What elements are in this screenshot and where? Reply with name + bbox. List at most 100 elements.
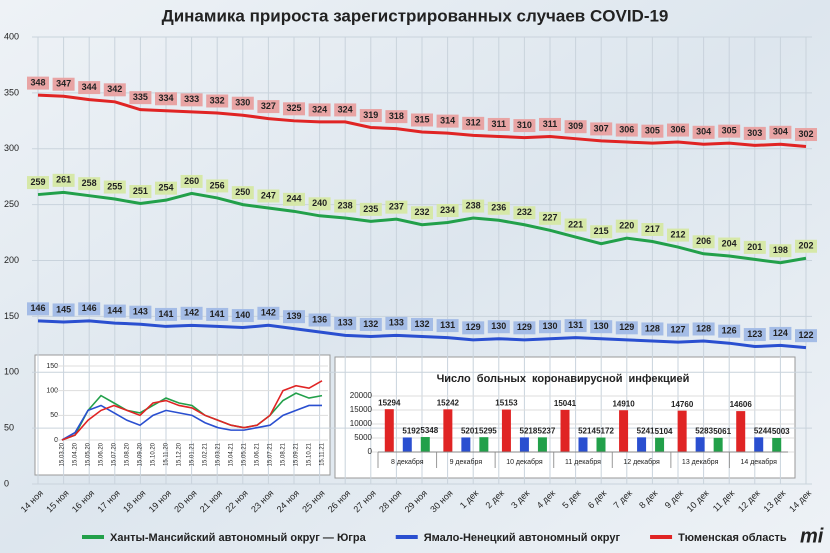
data-label: 124 (773, 328, 788, 338)
x-tick-label: 15.03.21 (216, 442, 222, 466)
data-label-box (231, 186, 254, 200)
data-label: 255 (107, 181, 122, 191)
x-tick-label: 15.05.20 (86, 442, 92, 466)
bar (754, 437, 764, 452)
data-label-box (359, 109, 382, 123)
data-label: 344 (82, 82, 97, 92)
data-label-box (206, 179, 229, 193)
data-label: 227 (542, 213, 557, 223)
series-line (61, 380, 323, 441)
bar (596, 437, 606, 452)
data-label: 5283 (695, 426, 713, 435)
bar (402, 437, 412, 452)
data-label-box (103, 180, 126, 194)
x-tick-label: 15.02.21 (203, 442, 209, 466)
data-label: 238 (338, 200, 353, 210)
data-label-box (155, 307, 177, 321)
bar (655, 437, 665, 452)
x-tick-label: 15.03.20 (60, 442, 66, 466)
data-label-box (257, 189, 280, 203)
bar (479, 437, 489, 452)
data-label-box (692, 125, 715, 139)
data-label: 314 (440, 115, 455, 125)
x-tick-label: 8 декабря (391, 458, 424, 466)
data-label-box (155, 181, 177, 195)
data-label-box (359, 202, 382, 216)
series-line (37, 319, 807, 350)
data-label-box (334, 103, 357, 117)
data-label: 325 (286, 103, 301, 113)
data-label-box (539, 117, 561, 131)
bar (443, 409, 453, 452)
data-label-box (769, 125, 792, 139)
bar (619, 410, 629, 452)
y-tick-label: 5000 (354, 433, 372, 442)
y-tick-label: 400 (4, 31, 19, 41)
data-label: 136 (312, 314, 327, 324)
legend-label: Тюменская область (678, 532, 787, 544)
data-label-box (769, 244, 792, 258)
data-label: 130 (594, 321, 609, 331)
data-label-box (590, 122, 613, 136)
data-label-box (385, 200, 408, 214)
data-label: 145 (56, 304, 71, 314)
data-label: 347 (56, 79, 71, 89)
data-label: 315 (414, 114, 429, 124)
data-label-box (385, 316, 408, 330)
data-label: 129 (619, 322, 634, 332)
data-label: 141 (210, 309, 225, 319)
x-tick-label: 14 декабря (740, 458, 777, 466)
bar (578, 437, 588, 452)
x-tick-label: 15.08.20 (125, 442, 131, 466)
data-label-box (539, 320, 561, 334)
y-tick-label: 50 (4, 423, 14, 433)
y-tick-label: 50 (50, 412, 58, 419)
x-tick-label: 12 декабря (623, 458, 660, 466)
data-label: 202 (798, 241, 813, 251)
data-label: 15153 (495, 399, 518, 408)
data-label: 237 (389, 202, 404, 212)
bar (537, 437, 547, 452)
data-label: 130 (542, 321, 557, 331)
data-label: 123 (747, 329, 762, 339)
x-tick-label: 15.07.20 (112, 442, 118, 466)
data-label-box (180, 306, 203, 320)
data-label: 261 (56, 175, 71, 185)
data-label: 131 (440, 320, 455, 330)
data-label-box (743, 328, 766, 342)
data-label: 14606 (730, 400, 753, 409)
data-label: 206 (696, 236, 711, 246)
data-label: 5241 (637, 426, 655, 435)
data-label-box (155, 92, 177, 106)
data-label: 238 (466, 200, 481, 210)
bar (772, 437, 782, 452)
data-label-box (334, 199, 357, 213)
data-label-box (743, 240, 766, 254)
data-label: 310 (517, 120, 532, 130)
data-label-box (129, 185, 152, 199)
data-label-box (180, 174, 203, 188)
data-label-box (103, 304, 126, 318)
data-label-box (308, 313, 331, 327)
data-label-box (667, 123, 689, 137)
data-label-box (564, 319, 587, 333)
data-label-box (27, 302, 49, 316)
data-label-box (231, 309, 254, 323)
data-label: 5201 (461, 427, 479, 436)
data-label: 139 (286, 311, 301, 321)
data-label: 143 (133, 307, 148, 317)
data-label: 244 (286, 194, 301, 204)
data-label: 198 (773, 245, 788, 255)
data-label-box (564, 218, 587, 232)
data-label: 132 (414, 319, 429, 329)
data-label: 240 (312, 198, 327, 208)
data-label-box (487, 201, 510, 215)
data-label-box (795, 239, 817, 253)
x-tick-label: 15.10.20 (151, 442, 157, 466)
data-label: 127 (670, 324, 685, 334)
y-tick-label: 15000 (350, 405, 373, 414)
bar (637, 437, 647, 452)
x-tick-label: 11 декабря (565, 458, 601, 466)
data-label-box (769, 326, 792, 340)
